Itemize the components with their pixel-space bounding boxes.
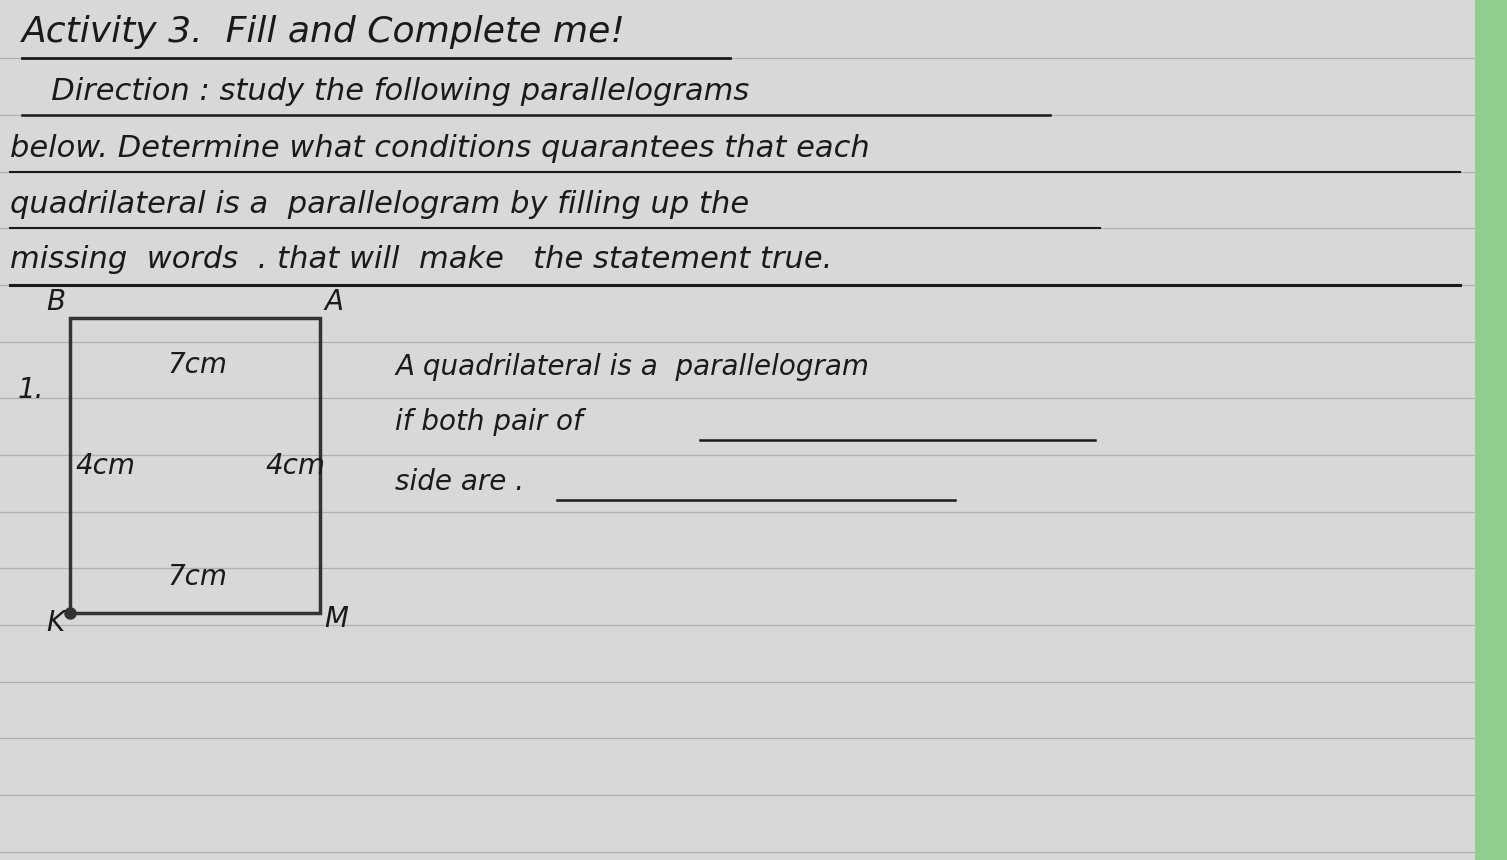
Text: A quadrilateral is a  parallelogram: A quadrilateral is a parallelogram bbox=[395, 353, 870, 381]
Text: below. Determine what conditions quarantees that each: below. Determine what conditions quarant… bbox=[11, 134, 870, 163]
Text: missing  words  . that will  make   the statement true.: missing words . that will make the state… bbox=[11, 245, 832, 274]
Text: Activity 3.  Fill and Complete me!: Activity 3. Fill and Complete me! bbox=[23, 15, 625, 49]
Bar bbox=[1475, 0, 1507, 860]
Text: B: B bbox=[47, 288, 65, 316]
Text: M: M bbox=[324, 605, 348, 633]
Text: 4cm: 4cm bbox=[75, 452, 134, 480]
Text: 4cm: 4cm bbox=[265, 452, 326, 480]
Text: side are .: side are . bbox=[395, 468, 524, 496]
Text: 7cm: 7cm bbox=[167, 563, 228, 591]
Text: A: A bbox=[324, 288, 344, 316]
Text: if both pair of: if both pair of bbox=[395, 408, 583, 436]
Text: 1.: 1. bbox=[18, 376, 45, 404]
Text: K: K bbox=[47, 609, 65, 637]
Text: quadrilateral is a  parallelogram by filling up the: quadrilateral is a parallelogram by fill… bbox=[11, 190, 749, 219]
Bar bbox=[69, 318, 319, 613]
Text: Direction : study the following parallelograms: Direction : study the following parallel… bbox=[23, 77, 749, 106]
Text: 7cm: 7cm bbox=[167, 351, 228, 379]
